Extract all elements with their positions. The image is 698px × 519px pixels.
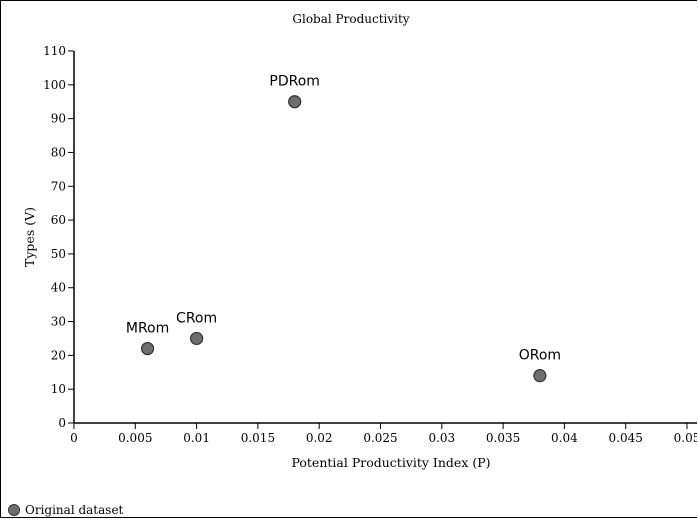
x-tick-label: 0 [70, 431, 78, 445]
data-point [288, 95, 302, 109]
legend-label: Original dataset [25, 503, 124, 517]
y-tick-label: 80 [51, 145, 66, 159]
y-tick-label: 50 [51, 247, 66, 261]
x-ticks: 0 0.005 0.01 0.015 0.02 0.025 0.03 0.035 0.04 0.0… [70, 423, 697, 445]
y-tick-label: 100 [43, 78, 66, 92]
x-tick-label: 0.05 [674, 431, 697, 445]
data-point-label: MRom [126, 321, 169, 337]
y-tick-label: 20 [51, 348, 66, 362]
y-tick-label: 70 [51, 179, 66, 193]
data-points [140, 95, 547, 383]
y-tick-label: 0 [58, 416, 66, 430]
y-tick-label: 30 [51, 315, 66, 329]
y-tick-label: 60 [51, 213, 66, 227]
data-point [190, 331, 204, 346]
y-ticks: 0 10 20 30 40 50 60 70 80 90 100 110 [43, 44, 74, 430]
x-tick-label: 0.045 [609, 431, 643, 445]
y-tick-label: 10 [51, 382, 66, 396]
x-axis-label: Potential Productivity Index (P) [291, 455, 490, 470]
x-tick-label: 0.02 [306, 431, 333, 445]
x-tick-label: 0.015 [241, 431, 275, 445]
y-tick-label: 90 [51, 112, 66, 126]
x-tick-label: 0.005 [118, 431, 152, 445]
y-axis-label: Types (V) [22, 207, 37, 267]
legend: Original dataset [8, 503, 124, 517]
data-point-label: CRom [176, 310, 217, 326]
x-tick-label: 0.03 [428, 431, 455, 445]
data-point-label: PDRom [269, 74, 320, 90]
point-labels: MRom CRom PDRom ORom [126, 74, 561, 364]
x-tick-label: 0.04 [551, 431, 578, 445]
x-tick-label: 0.025 [363, 431, 397, 445]
legend-marker [8, 504, 20, 516]
data-point-label: ORom [519, 348, 561, 364]
data-point [533, 369, 547, 383]
axes [73, 51, 697, 424]
data-point [140, 342, 155, 356]
x-tick-label: 0.035 [486, 431, 520, 445]
y-tick-label: 40 [51, 281, 66, 295]
y-tick-label: 110 [43, 44, 66, 58]
chart-title: Global Productivity [292, 12, 409, 26]
x-tick-label: 0.01 [183, 431, 210, 445]
